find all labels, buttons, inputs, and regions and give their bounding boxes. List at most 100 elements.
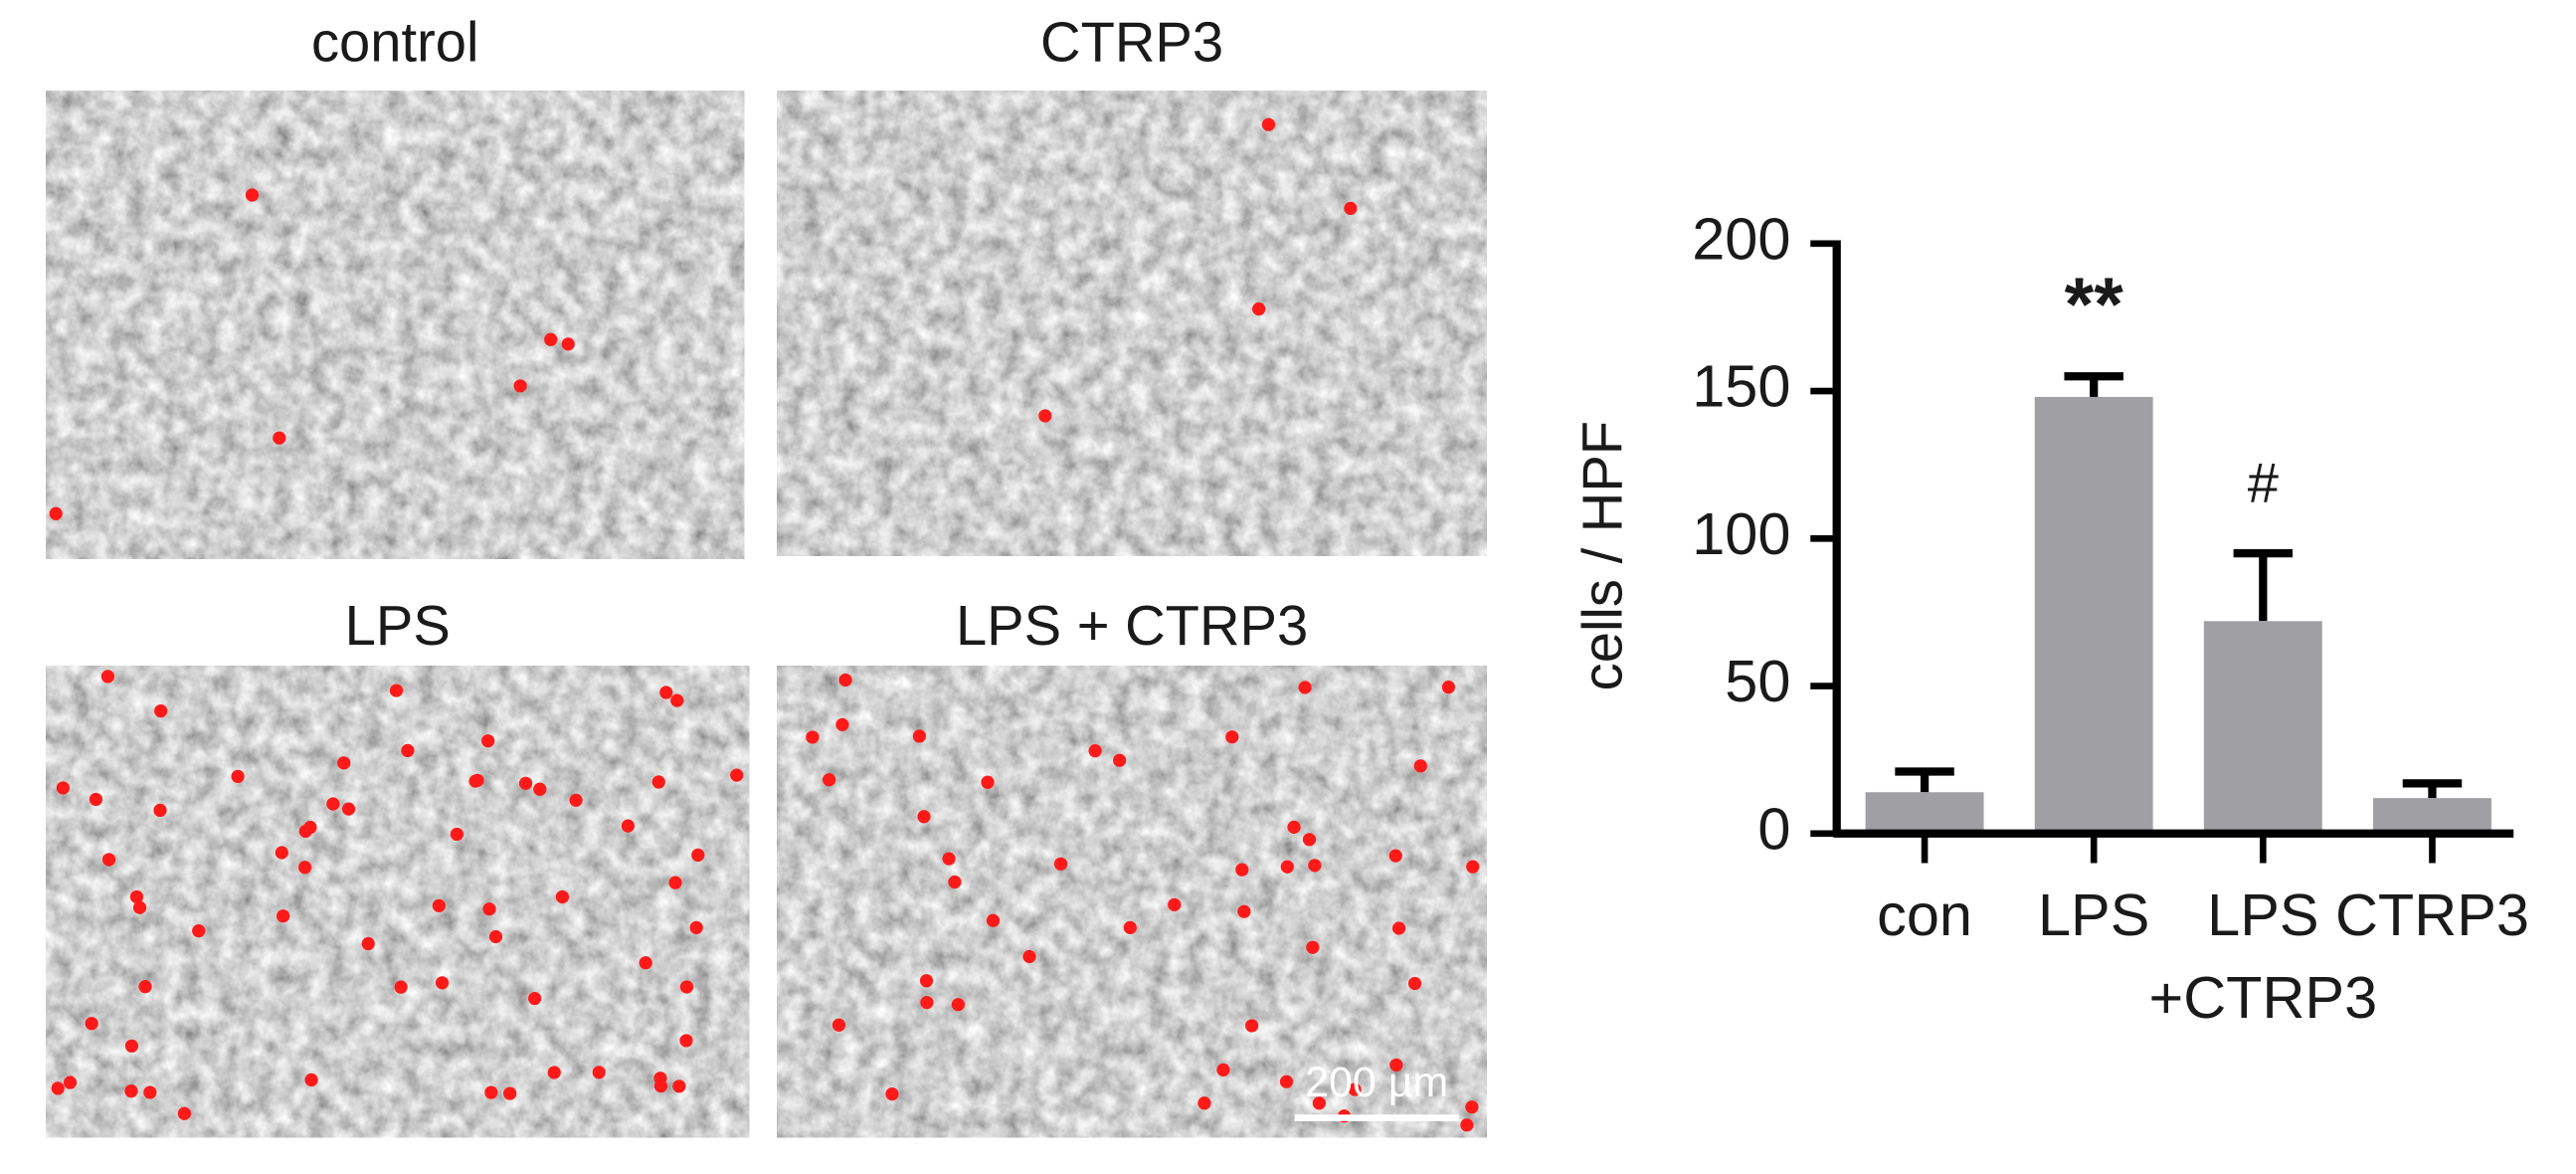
- stained-cell: [192, 923, 206, 938]
- y-tick-label: 150: [1692, 353, 1790, 420]
- stained-cell: [56, 781, 70, 795]
- stained-cell: [1168, 897, 1182, 911]
- stained-cell: [1113, 753, 1127, 767]
- stained-cell: [1306, 940, 1320, 954]
- stained-cell: [1123, 920, 1137, 934]
- stained-cell: [592, 1066, 606, 1079]
- stained-cell: [143, 1085, 157, 1099]
- stained-cell: [231, 769, 245, 783]
- significance-mark: **: [2065, 263, 2124, 347]
- stained-cell: [1466, 860, 1480, 874]
- stained-cell: [569, 793, 583, 807]
- stained-cell: [275, 846, 288, 860]
- stained-cell: [838, 673, 852, 687]
- x-tick-label: CTRP3: [2334, 880, 2529, 949]
- stained-cell: [435, 976, 450, 990]
- panel-label: control: [311, 10, 479, 73]
- stained-cell: [1348, 1082, 1362, 1096]
- stained-cell: [670, 693, 684, 707]
- stained-cell: [885, 1087, 899, 1101]
- stained-cell: [273, 431, 286, 445]
- stained-cell: [1308, 859, 1322, 873]
- stained-cell: [1053, 857, 1068, 871]
- y-axis-label: cells / HPF: [1570, 421, 1633, 690]
- stained-cell: [831, 1018, 846, 1032]
- stained-cell: [276, 909, 290, 923]
- stained-cell: [1407, 976, 1422, 991]
- stained-cell: [691, 848, 705, 863]
- stained-cell: [689, 920, 703, 934]
- stained-cell: [1252, 301, 1266, 316]
- panel-label: CTRP3: [1040, 10, 1223, 73]
- stained-cell: [1460, 1118, 1474, 1132]
- stained-cell: [1225, 730, 1239, 744]
- stained-cell: [326, 797, 340, 811]
- scale-bar-label: 200 µm: [1305, 1059, 1448, 1106]
- stained-cell: [1261, 117, 1276, 131]
- stained-cell: [100, 670, 115, 684]
- stained-cell: [450, 827, 464, 842]
- stained-cell: [341, 802, 356, 816]
- stained-cell: [432, 898, 447, 912]
- stained-cell: [806, 730, 820, 744]
- stained-cell: [518, 776, 533, 790]
- stained-cell: [668, 876, 682, 889]
- stained-cell: [561, 337, 575, 351]
- stained-cell: [912, 729, 927, 743]
- micrograph: [46, 666, 750, 1138]
- stained-cell: [154, 703, 168, 718]
- x-tick-label-box: CTRP3: [2334, 880, 2529, 949]
- stained-cell: [1465, 1100, 1479, 1114]
- stained-cell: [89, 792, 103, 807]
- stained-cell: [1389, 1058, 1403, 1073]
- stained-cell: [488, 929, 503, 944]
- stained-cell: [513, 379, 527, 393]
- stained-cell: [1197, 1096, 1211, 1110]
- stained-cell: [1298, 681, 1312, 694]
- stained-cell: [361, 936, 375, 951]
- stained-cell: [981, 775, 995, 789]
- y-tick-label: 0: [1757, 795, 1790, 862]
- stained-cell: [1038, 409, 1052, 423]
- panel-label: LPS: [345, 594, 451, 657]
- stained-cell: [730, 768, 744, 782]
- y-tick-label: 50: [1725, 648, 1790, 714]
- stained-cell: [1388, 849, 1402, 863]
- stained-cell: [482, 902, 496, 916]
- stained-cell: [337, 756, 351, 770]
- stained-cell: [942, 852, 956, 866]
- stained-cell: [1302, 833, 1317, 847]
- stained-cell: [51, 1081, 65, 1095]
- bar: [2203, 621, 2322, 834]
- stained-cell: [823, 773, 836, 787]
- stained-cell: [481, 734, 495, 748]
- stained-cell: [653, 1078, 668, 1093]
- stained-cell: [49, 506, 63, 520]
- stained-cell: [245, 188, 260, 202]
- stained-cell: [1344, 201, 1358, 216]
- bar: [1865, 792, 1984, 834]
- stained-cell: [297, 861, 312, 875]
- stained-cell: [1287, 820, 1301, 834]
- stained-cell: [1279, 1075, 1294, 1088]
- stained-cell: [951, 998, 966, 1012]
- stained-cell: [153, 803, 167, 818]
- stained-cell: [63, 1076, 78, 1089]
- stained-cell: [138, 980, 152, 994]
- stained-cell: [1280, 860, 1294, 874]
- stained-cell: [920, 995, 934, 1010]
- stained-cell: [1022, 949, 1036, 964]
- stained-cell: [1237, 904, 1251, 918]
- stained-cell: [533, 782, 547, 796]
- micrograph: [46, 91, 745, 559]
- stained-cell: [129, 889, 144, 904]
- stained-cell: [672, 1079, 686, 1093]
- stained-cell: [1245, 1019, 1259, 1033]
- stained-cell: [1391, 921, 1406, 935]
- significance-mark: #: [2248, 452, 2279, 514]
- y-tick-label: 100: [1692, 500, 1790, 567]
- x-tick-label-box: LPS +CTRP3: [2148, 881, 2377, 1031]
- bar-chart: cells / HPF 0 50 100 150 200 con LPS LPS +CTRP3C…: [1570, 205, 2529, 1031]
